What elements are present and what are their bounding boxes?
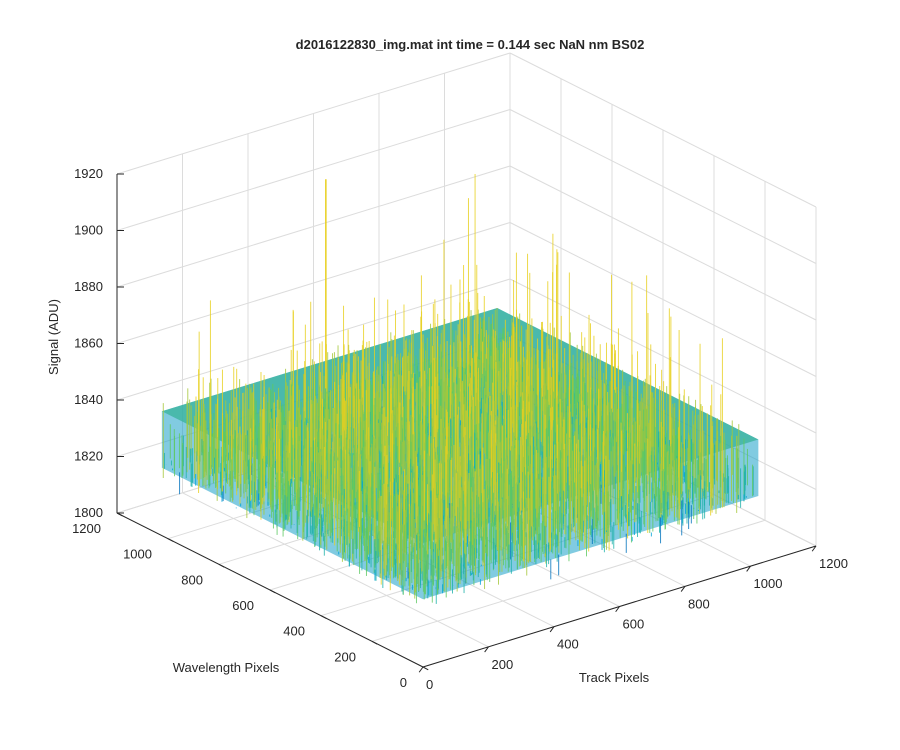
back-wall-grid-line bbox=[116, 165, 511, 288]
back-wall-grid-line bbox=[116, 222, 511, 344]
side-wall-grid-line bbox=[509, 109, 817, 264]
floor-grid-line bbox=[371, 519, 766, 642]
side-wall-grid-line bbox=[509, 222, 817, 377]
side-wall-grid-line bbox=[509, 165, 817, 321]
side-wall-grid-line bbox=[509, 52, 817, 208]
surface-plot bbox=[161, 174, 759, 604]
back-wall-grid-line bbox=[116, 109, 511, 231]
back-wall-grid-line bbox=[116, 52, 511, 175]
back-wall-grid-line bbox=[116, 278, 511, 401]
side-wall-grid-line bbox=[509, 278, 817, 434]
